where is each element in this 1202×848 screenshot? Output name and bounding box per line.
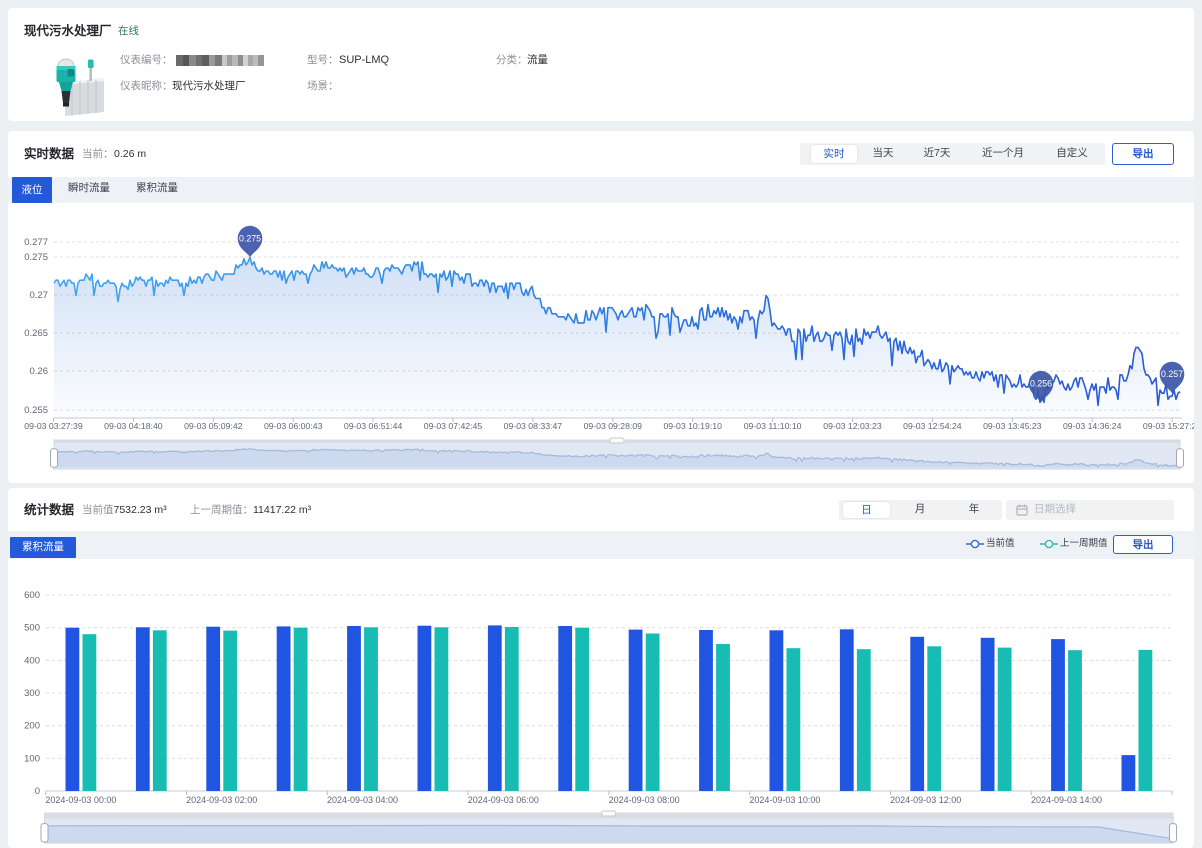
svg-text:09-03 05:09:42: 09-03 05:09:42	[184, 421, 243, 431]
svg-text:09-03 06:51:44: 09-03 06:51:44	[344, 421, 403, 431]
svg-text:09-03 14:36:24: 09-03 14:36:24	[1063, 421, 1122, 431]
svg-text:0.277: 0.277	[24, 237, 48, 248]
svg-text:09-03 08:33:47: 09-03 08:33:47	[504, 421, 563, 431]
svg-text:0.255: 0.255	[24, 405, 48, 416]
svg-text:2024-09-03 10:00: 2024-09-03 10:00	[749, 795, 820, 805]
svg-text:09-03 15:27:25: 09-03 15:27:25	[1143, 421, 1194, 431]
svg-text:0: 0	[35, 786, 40, 797]
svg-text:2024-09-03 06:00: 2024-09-03 06:00	[468, 795, 539, 805]
svg-text:300: 300	[24, 688, 40, 699]
svg-text:2024-09-03 12:00: 2024-09-03 12:00	[890, 795, 961, 805]
svg-text:09-03 03:27:39: 09-03 03:27:39	[24, 421, 83, 431]
svg-text:2024-09-03 00:00: 2024-09-03 00:00	[45, 795, 116, 805]
svg-text:2024-09-03 14:00: 2024-09-03 14:00	[1031, 795, 1102, 805]
svg-text:0.256: 0.256	[1030, 378, 1052, 388]
svg-text:2024-09-03 02:00: 2024-09-03 02:00	[186, 795, 257, 805]
svg-text:2024-09-03 08:00: 2024-09-03 08:00	[609, 795, 680, 805]
svg-text:0.26: 0.26	[30, 366, 49, 377]
svg-text:09-03 12:54:24: 09-03 12:54:24	[903, 421, 962, 431]
svg-text:09-03 10:19:10: 09-03 10:19:10	[663, 421, 722, 431]
svg-text:0.27: 0.27	[30, 290, 49, 301]
svg-text:100: 100	[24, 753, 40, 764]
svg-text:0.265: 0.265	[24, 328, 48, 339]
svg-text:09-03 09:28:09: 09-03 09:28:09	[584, 421, 643, 431]
svg-text:09-03 06:00:43: 09-03 06:00:43	[264, 421, 323, 431]
svg-text:09-03 04:18:40: 09-03 04:18:40	[104, 421, 163, 431]
svg-text:09-03 12:03:23: 09-03 12:03:23	[823, 421, 882, 431]
svg-text:0.275: 0.275	[24, 252, 48, 263]
svg-text:500: 500	[24, 623, 40, 634]
svg-text:600: 600	[24, 590, 40, 601]
svg-text:400: 400	[24, 655, 40, 666]
svg-text:09-03 11:10:10: 09-03 11:10:10	[744, 421, 802, 431]
svg-text:2024-09-03 04:00: 2024-09-03 04:00	[327, 795, 398, 805]
svg-text:0.275: 0.275	[239, 233, 261, 243]
svg-text:0.257: 0.257	[1161, 369, 1183, 379]
svg-text:09-03 07:42:45: 09-03 07:42:45	[424, 421, 483, 431]
svg-text:09-03 13:45:23: 09-03 13:45:23	[983, 421, 1042, 431]
svg-text:200: 200	[24, 721, 40, 732]
